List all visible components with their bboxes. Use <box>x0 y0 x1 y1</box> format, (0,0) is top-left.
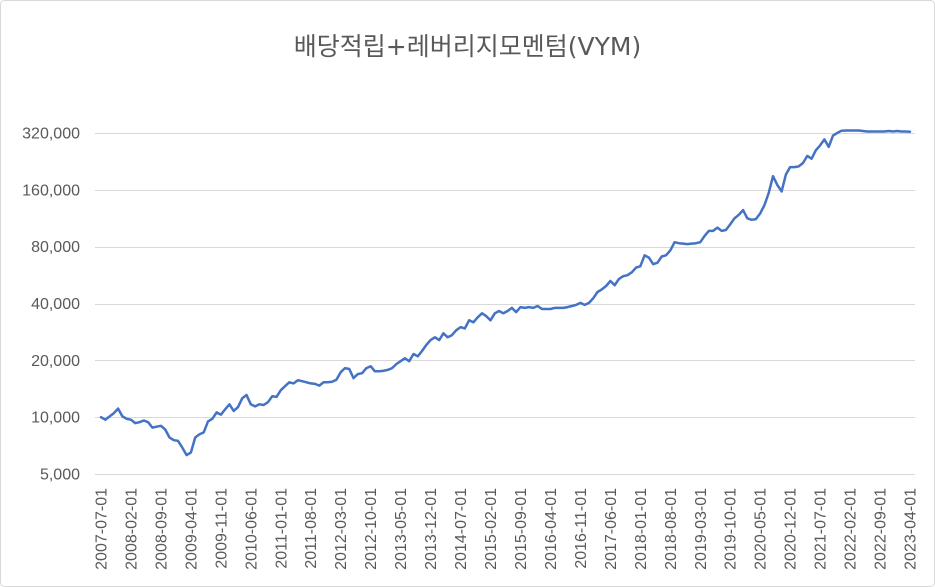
x-tick-label: 2011-08-01 <box>303 488 320 569</box>
x-tick-label: 2013-05-01 <box>393 488 410 570</box>
x-tick-label: 2019-10-01 <box>723 488 740 570</box>
x-tick-label: 2016-11-01 <box>573 488 590 569</box>
series-line <box>99 129 912 457</box>
x-tick-label: 2016-04-01 <box>543 488 560 570</box>
x-tick-label: 2010-06-01 <box>243 488 260 570</box>
y-tick-label: 10,000 <box>31 410 80 427</box>
x-axis-labels: 2007-07-01 2008-02-01 2008-09-01 2009-04-01… <box>94 488 920 570</box>
x-tick-label: 2021-07-01 <box>813 488 830 570</box>
y-tick-label: 40,000 <box>31 296 80 313</box>
x-tick-label: 2015-09-01 <box>513 488 530 570</box>
gridlines <box>95 133 915 475</box>
y-tick-label: 5,000 <box>40 467 80 484</box>
x-tick-label: 2020-05-01 <box>753 488 770 570</box>
x-tick-label: 2009-11-01 <box>213 488 230 569</box>
x-tick-label: 2008-09-01 <box>153 488 170 570</box>
x-tick-label: 2012-03-01 <box>333 488 350 570</box>
y-tick-label: 160,000 <box>22 182 80 199</box>
y-tick-label: 320,000 <box>22 126 80 143</box>
x-tick-label: 2014-07-01 <box>453 488 470 570</box>
x-tick-label: 2018-01-01 <box>633 488 650 570</box>
x-tick-label: 2013-12-01 <box>423 488 440 570</box>
x-tick-label: 2015-02-01 <box>483 488 500 570</box>
x-tick-label: 2019-03-01 <box>693 488 710 570</box>
x-tick-label: 2007-07-01 <box>94 488 111 570</box>
series-group <box>99 129 912 457</box>
y-tick-label: 80,000 <box>31 239 80 256</box>
x-tick-label: 2012-10-01 <box>363 488 380 570</box>
x-tick-label: 2018-08-01 <box>663 488 680 570</box>
x-tick-label: 2009-04-01 <box>183 488 200 570</box>
x-tick-label: 2022-02-01 <box>843 488 860 570</box>
y-axis-labels: 5,000 10,000 20,000 40,000 80,000 160,000 320,… <box>22 126 80 484</box>
x-tick-label: 2023-04-01 <box>903 488 920 570</box>
x-tick-label: 2008-02-01 <box>124 488 141 570</box>
x-tick-label: 2020-12-01 <box>783 488 800 570</box>
x-tick-label: 2017-06-01 <box>603 488 620 570</box>
chart-title: 배당적립+레버리지모멘텀(VYM) <box>294 32 641 61</box>
y-tick-label: 20,000 <box>31 353 80 370</box>
x-tick-label: 2022-09-01 <box>873 488 890 570</box>
x-tick-label: 2011-01-01 <box>273 488 290 569</box>
